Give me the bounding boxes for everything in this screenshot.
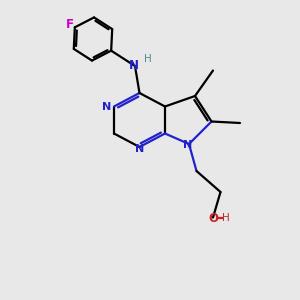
Text: N: N <box>102 101 111 112</box>
Text: N: N <box>183 140 192 150</box>
Text: H: H <box>144 54 152 64</box>
Text: H: H <box>222 213 230 224</box>
Text: N: N <box>128 59 139 72</box>
Text: O: O <box>208 212 218 225</box>
Text: F: F <box>66 18 74 31</box>
Text: N: N <box>135 143 144 154</box>
